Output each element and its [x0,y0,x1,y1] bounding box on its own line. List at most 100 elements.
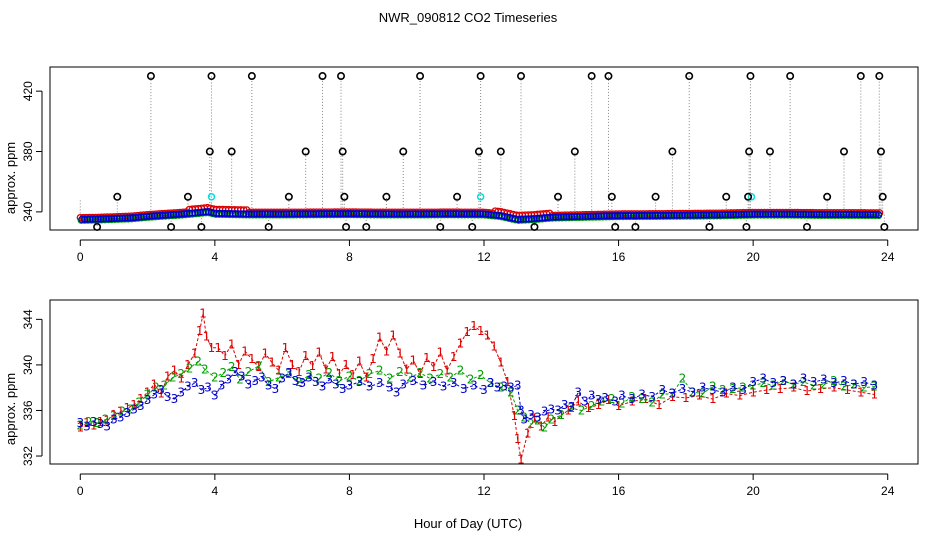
series-1-point: 1 [199,307,207,321]
top-spike-point [264,222,273,231]
series-3-point: 3 [739,383,747,397]
series-2-point: 2 [194,355,202,369]
chart-title: NWR_090812 CO2 Timeseries [379,10,558,25]
series-1-point: 1 [628,394,636,408]
top-spike-point [651,192,660,201]
series-2-point: 2 [152,381,160,395]
series-1-point: 1 [157,386,165,400]
series-1-point: 1 [315,345,323,359]
series-3-point: 3 [507,381,515,395]
series-3-line [80,371,875,427]
series-3-point: 3 [258,370,266,384]
top-spike-point [340,192,349,201]
top-spike-point [802,222,811,231]
top-y-tick-label: 420 [21,81,35,101]
series-3-point: 3 [285,366,293,380]
series-1-point: 1 [517,452,525,466]
series-1-point: 1 [275,364,283,378]
bottom-x-tick-label: 24 [881,484,895,498]
series-3-point: 3 [356,375,364,389]
series-2-point: 2 [376,364,384,378]
series-3-point: 3 [430,375,438,389]
series-2-point: 2 [739,381,747,395]
series-2-point: 2 [85,415,93,429]
series-3-point: 3 [90,415,98,429]
series-1-point: 1 [736,389,744,403]
top-spike-point [468,222,477,231]
series-3-point: 3 [850,377,858,391]
series-1-point: 1 [642,392,650,406]
series-2-point: 2 [255,359,263,373]
series-2-point: 2 [416,366,424,380]
series-2-point: 2 [487,376,495,390]
bottom-x-tick-label: 20 [746,484,760,498]
series-2-point: 2 [186,361,194,375]
series-1-point: 1 [103,414,111,428]
series-2-point: 2 [275,370,283,384]
series-1-point: 1 [558,408,566,422]
top-spike-point [570,147,579,156]
series-2-point: 2 [325,366,333,380]
top-spike-point [745,147,754,156]
series-2-point: 2 [135,396,143,410]
top-spike-point [722,192,731,201]
series-2-point: 2 [578,403,586,417]
series-3-point: 3 [709,383,717,397]
series-3-point: 3 [699,381,707,395]
series-2-point: 2 [759,376,767,390]
series-1-point: 1 [410,353,418,367]
series-1-point: 1 [268,356,276,370]
series-3-point: 3 [76,416,84,430]
series-3-point: 3 [810,375,818,389]
series-2-point: 2 [541,421,549,435]
series-2-point: 2 [558,408,566,422]
series-1-point: 1 [383,344,391,358]
series-3-point: 3 [144,393,152,407]
series-2-point: 2 [457,364,465,378]
series-2-point: 2 [870,380,878,394]
top-spike-point [587,72,596,81]
series-3-point: 3 [541,405,549,419]
series-2-point: 2 [770,378,778,392]
series-2-point: 2 [507,385,515,399]
series-1-point: 1 [669,390,677,404]
series-3-point: 3 [332,377,340,391]
series-1-point: 1 [322,362,330,376]
series-1-point: 1 [450,350,458,364]
series-2-point: 2 [810,378,818,392]
series-3-point: 3 [211,389,219,403]
series-2-point: 2 [820,377,828,391]
series-1-point: 1 [90,418,98,432]
bottom-x-tick-label: 0 [77,484,84,498]
series-3-point: 3 [325,373,333,387]
top-spike-point [878,192,887,201]
series-3-point: 3 [679,382,687,396]
series-1-point: 1 [177,372,185,386]
series-2-point: 2 [285,367,293,381]
top-y-tick-label: 340 [21,202,35,222]
top-spike-point [530,222,539,231]
series-1-point: 1 [295,365,303,379]
top-y-axis-label: approx. ppm [3,142,18,214]
series-2-point: 2 [608,392,616,406]
series-2-point: 2 [177,367,185,381]
series-1-point: 1 [150,377,158,391]
series-2-point: 2 [850,377,858,391]
series-2-point: 2 [169,370,177,384]
top-panel: 0 4 8 12 16 20 24 340 380 420 [21,66,919,264]
series-2-line [80,360,875,429]
series-3-point: 3 [299,376,307,390]
series-1-point: 1 [356,355,364,369]
top-spike-point [668,147,677,156]
series-3-point: 3 [450,376,458,390]
top-x-tick-label: 0 [77,250,84,264]
top-spike-point [611,222,620,231]
series-1-point: 1 [430,360,438,374]
series-3-point: 3 [103,419,111,433]
series-2-point: 2 [265,375,273,389]
top-x-tick-label: 24 [881,250,895,264]
series-2-point: 2 [860,381,868,395]
top-spike-point [685,72,694,81]
series-2-point: 2 [719,383,727,397]
